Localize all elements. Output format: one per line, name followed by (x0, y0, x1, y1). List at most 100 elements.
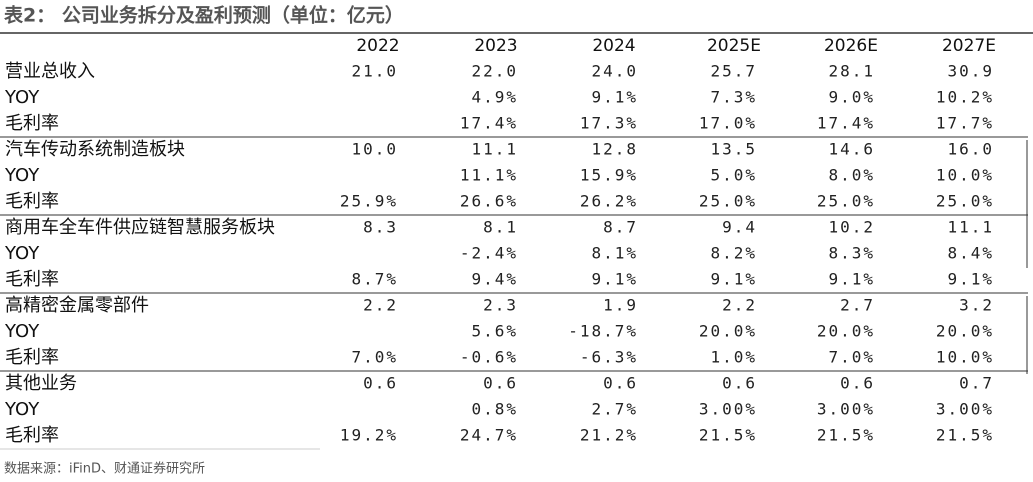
cell: 1.9 (603, 296, 638, 315)
cell: 5.6% (471, 322, 518, 341)
column-header: 2022 (356, 36, 399, 56)
cell: 7.0% (828, 348, 875, 367)
cell: 9.1% (828, 270, 875, 289)
cell: -2.4% (460, 244, 518, 263)
cell: 25.0% (936, 192, 994, 211)
cell: 12.8 (591, 140, 638, 159)
cell: 3.00% (936, 400, 994, 419)
cell: 3.00% (817, 400, 875, 419)
cell: 24.7% (460, 426, 518, 445)
cell: 7.3% (710, 88, 757, 107)
cell: 25.0% (817, 192, 875, 211)
cell: 2.2 (722, 296, 757, 315)
cell: 11.1% (460, 166, 518, 185)
cell: 9.1% (591, 88, 638, 107)
cell: 10.2% (936, 88, 994, 107)
column-header: 2027E (942, 36, 996, 56)
row-label: YOY (4, 165, 40, 186)
row-label: 汽车传动系统制造板块 (5, 139, 185, 160)
cell: 26.2% (580, 192, 638, 211)
cell: 15.9% (580, 166, 638, 185)
cell: 21.5% (699, 426, 757, 445)
cell: 2.7% (591, 400, 638, 419)
column-header: 2025E (707, 36, 761, 56)
cell: 22.0 (471, 62, 518, 81)
cell: 9.1% (947, 270, 994, 289)
cell: 25.9% (340, 192, 398, 211)
cell: 17.7% (936, 114, 994, 133)
cell: 20.0% (699, 322, 757, 341)
cell: 5.0% (710, 166, 757, 185)
column-header: 2023 (474, 36, 517, 56)
cell: 14.6 (828, 140, 875, 159)
cell: 25.7 (710, 62, 757, 81)
cell: 21.0 (351, 62, 398, 81)
cell: 13.5 (710, 140, 757, 159)
cell: 8.1% (591, 244, 638, 263)
row-label: YOY (4, 243, 40, 264)
row-label: YOY (4, 321, 40, 342)
cell: 1.0% (710, 348, 757, 367)
cell: 4.9% (471, 88, 518, 107)
cell: 19.2% (340, 426, 398, 445)
row-label: 商用车全车件供应链智慧服务板块 (5, 217, 275, 238)
cell: 24.0 (591, 62, 638, 81)
cell: 10.0% (936, 348, 994, 367)
cell: 2.2 (363, 296, 398, 315)
cell: 30.9 (947, 62, 994, 81)
cell: 0.7 (959, 374, 994, 393)
row-label: 毛利率 (5, 347, 59, 368)
cell: 2.7 (840, 296, 875, 315)
cell: 26.6% (460, 192, 518, 211)
cell: 21.5% (936, 426, 994, 445)
cell: 2.3 (483, 296, 518, 315)
row-label: 其他业务 (5, 373, 77, 394)
row-label: 毛利率 (5, 269, 59, 290)
cell: 21.2% (580, 426, 638, 445)
cell: 17.0% (699, 114, 757, 133)
cell: 8.7% (351, 270, 398, 289)
cell: 7.0% (351, 348, 398, 367)
cell: 8.3% (828, 244, 875, 263)
cell: -0.6% (460, 348, 518, 367)
cell: 16.0 (947, 140, 994, 159)
cell: 28.1 (828, 62, 875, 81)
cell: 0.6 (722, 374, 757, 393)
cell: 25.0% (699, 192, 757, 211)
cell: 9.4 (722, 218, 757, 237)
cell: 10.0% (936, 166, 994, 185)
column-header: 2024 (592, 36, 635, 56)
cell: 17.4% (460, 114, 518, 133)
cell: 9.4% (471, 270, 518, 289)
source: 数据来源：iFinD、财通证券研究所 (4, 461, 205, 477)
cell: 9.1% (710, 270, 757, 289)
cell: 0.6 (483, 374, 518, 393)
row-label: 毛利率 (5, 191, 59, 212)
row-label: 高精密金属零部件 (5, 295, 149, 316)
cell: -18.7% (568, 322, 638, 341)
cell: 10.2 (828, 218, 875, 237)
cell: 0.6 (363, 374, 398, 393)
cell: 0.6 (840, 374, 875, 393)
cell: 0.6 (603, 374, 638, 393)
cell: 11.1 (471, 140, 518, 159)
cell: 11.1 (947, 218, 994, 237)
title: 表2： 公司业务拆分及盈利预测（单位：亿元） (4, 4, 404, 27)
cell: 17.3% (580, 114, 638, 133)
cell: 3.2 (959, 296, 994, 315)
cell: 9.0% (828, 88, 875, 107)
cell: 8.4% (947, 244, 994, 263)
cell: 17.4% (817, 114, 875, 133)
row-label: 毛利率 (5, 425, 59, 446)
row-label: YOY (4, 87, 40, 108)
cell: 21.5% (817, 426, 875, 445)
cell: 20.0% (936, 322, 994, 341)
cell: 8.1 (483, 218, 518, 237)
cell: 8.2% (710, 244, 757, 263)
cell: -6.3% (580, 348, 638, 367)
cell: 3.00% (699, 400, 757, 419)
cell: 20.0% (817, 322, 875, 341)
cell: 10.0 (351, 140, 398, 159)
cell: 0.8% (471, 400, 518, 419)
